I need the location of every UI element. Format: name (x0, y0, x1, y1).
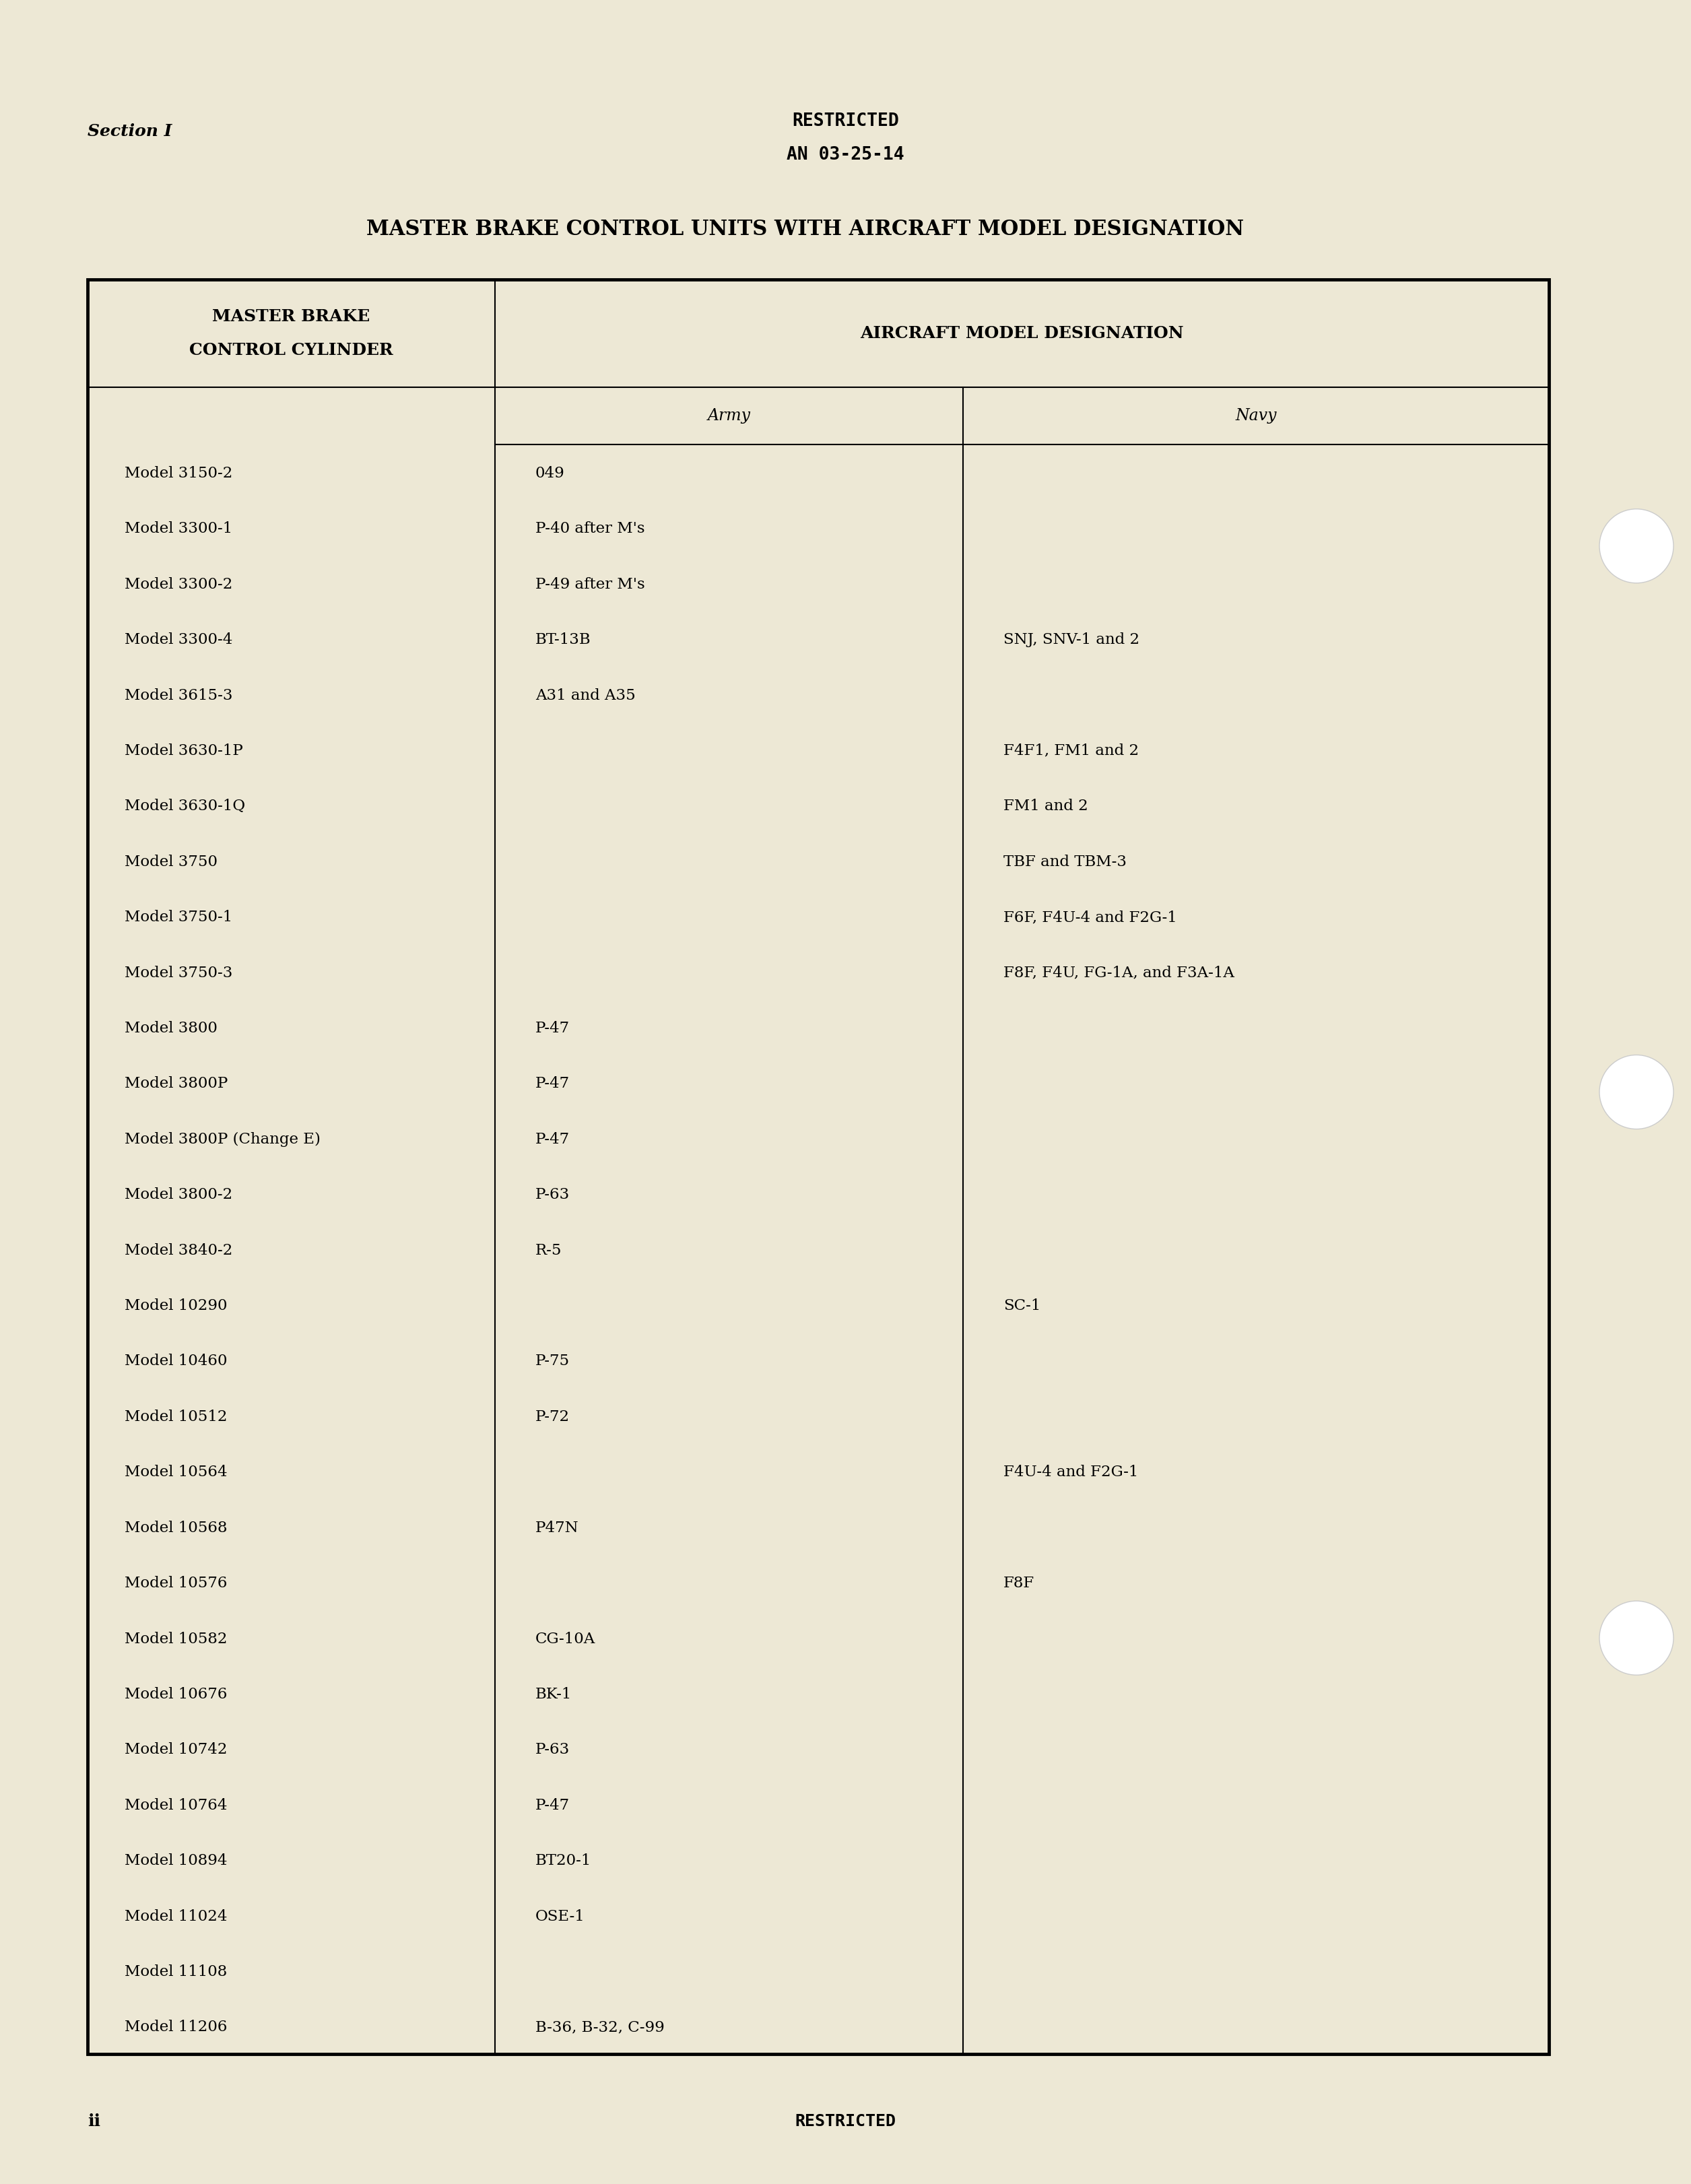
Text: Model 10742: Model 10742 (125, 1743, 227, 1758)
Text: MASTER BRAKE: MASTER BRAKE (213, 308, 370, 325)
Text: Model 3630-1P: Model 3630-1P (125, 743, 244, 758)
Text: MASTER BRAKE CONTROL UNITS WITH AIRCRAFT MODEL DESIGNATION: MASTER BRAKE CONTROL UNITS WITH AIRCRAFT… (367, 218, 1245, 240)
Text: F6F, F4U-4 and F2G-1: F6F, F4U-4 and F2G-1 (1003, 911, 1177, 924)
Text: RESTRICTED: RESTRICTED (795, 2114, 896, 2129)
Text: R-5: R-5 (536, 1243, 561, 1258)
Text: Model 10460: Model 10460 (125, 1354, 227, 1369)
Text: P-47: P-47 (536, 1077, 570, 1092)
Bar (88, 280, 1549, 2053)
Text: AN 03-25-14: AN 03-25-14 (786, 146, 905, 164)
Text: P-75: P-75 (536, 1354, 570, 1369)
Text: B-36, B-32, C-99: B-36, B-32, C-99 (536, 2020, 665, 2035)
Text: P-47: P-47 (536, 1797, 570, 1813)
Circle shape (1600, 1055, 1674, 1129)
Text: Army: Army (707, 408, 751, 424)
Text: F4U-4 and F2G-1: F4U-4 and F2G-1 (1003, 1465, 1138, 1481)
Text: Model 10576: Model 10576 (125, 1577, 227, 1590)
Text: A31 and A35: A31 and A35 (536, 688, 636, 703)
Text: Model 3300-2: Model 3300-2 (125, 577, 233, 592)
Text: BT20-1: BT20-1 (536, 1854, 592, 1867)
Text: Navy: Navy (1234, 408, 1277, 424)
Text: Model 3840-2: Model 3840-2 (125, 1243, 233, 1258)
Text: P-63: P-63 (536, 1743, 570, 1758)
Text: F4F1, FM1 and 2: F4F1, FM1 and 2 (1003, 743, 1138, 758)
Text: OSE-1: OSE-1 (536, 1909, 585, 1924)
Text: P-47: P-47 (536, 1131, 570, 1147)
Text: Model 3800P: Model 3800P (125, 1077, 228, 1092)
Text: Model 10676: Model 10676 (125, 1686, 227, 1701)
Text: Model 3800-2: Model 3800-2 (125, 1188, 232, 1201)
Text: P-47: P-47 (536, 1020, 570, 1035)
Circle shape (1600, 509, 1674, 583)
Text: Model 3750-3: Model 3750-3 (125, 965, 233, 981)
Text: Model 10764: Model 10764 (125, 1797, 227, 1813)
Text: Model 10512: Model 10512 (125, 1409, 227, 1424)
Circle shape (1600, 1601, 1674, 1675)
Text: Model 3300-4: Model 3300-4 (125, 633, 233, 646)
Text: FM1 and 2: FM1 and 2 (1003, 799, 1087, 815)
Text: F8F: F8F (1003, 1577, 1035, 1590)
Text: ii: ii (88, 2114, 100, 2129)
Text: P-72: P-72 (536, 1409, 570, 1424)
Text: Model 10568: Model 10568 (125, 1520, 227, 1535)
Text: Model 11024: Model 11024 (125, 1909, 227, 1924)
Text: BK-1: BK-1 (536, 1686, 572, 1701)
Text: Section I: Section I (88, 122, 172, 140)
Text: Model 3630-1Q: Model 3630-1Q (125, 799, 245, 815)
Text: P-40 after M's: P-40 after M's (536, 522, 644, 537)
Text: Model 10582: Model 10582 (125, 1631, 227, 1647)
Text: P-63: P-63 (536, 1188, 570, 1201)
Text: Model 11206: Model 11206 (125, 2020, 227, 2035)
Text: BT-13B: BT-13B (536, 633, 592, 646)
Text: Model 3800P (Change E): Model 3800P (Change E) (125, 1131, 321, 1147)
Text: SC-1: SC-1 (1003, 1299, 1040, 1313)
Text: F8F, F4U, FG-1A, and F3A-1A: F8F, F4U, FG-1A, and F3A-1A (1003, 965, 1234, 981)
Text: P-49 after M's: P-49 after M's (536, 577, 644, 592)
Text: CG-10A: CG-10A (536, 1631, 595, 1647)
Text: Model 10564: Model 10564 (125, 1465, 227, 1481)
Text: Model 3150-2: Model 3150-2 (125, 465, 233, 480)
Text: RESTRICTED: RESTRICTED (791, 111, 900, 131)
Text: 049: 049 (536, 465, 565, 480)
Text: P47N: P47N (536, 1520, 578, 1535)
Text: Model 10290: Model 10290 (125, 1299, 227, 1313)
Text: CONTROL CYLINDER: CONTROL CYLINDER (189, 343, 394, 358)
Text: TBF and TBM-3: TBF and TBM-3 (1003, 854, 1126, 869)
Text: Model 3615-3: Model 3615-3 (125, 688, 233, 703)
Text: Model 3300-1: Model 3300-1 (125, 522, 232, 537)
Text: Model 10894: Model 10894 (125, 1854, 227, 1867)
Text: AIRCRAFT MODEL DESIGNATION: AIRCRAFT MODEL DESIGNATION (861, 325, 1184, 341)
Text: SNJ, SNV-1 and 2: SNJ, SNV-1 and 2 (1003, 633, 1140, 646)
Text: Model 3800: Model 3800 (125, 1020, 218, 1035)
Text: Model 3750-1: Model 3750-1 (125, 911, 232, 924)
Text: Model 3750: Model 3750 (125, 854, 218, 869)
Text: Model 11108: Model 11108 (125, 1963, 227, 1979)
